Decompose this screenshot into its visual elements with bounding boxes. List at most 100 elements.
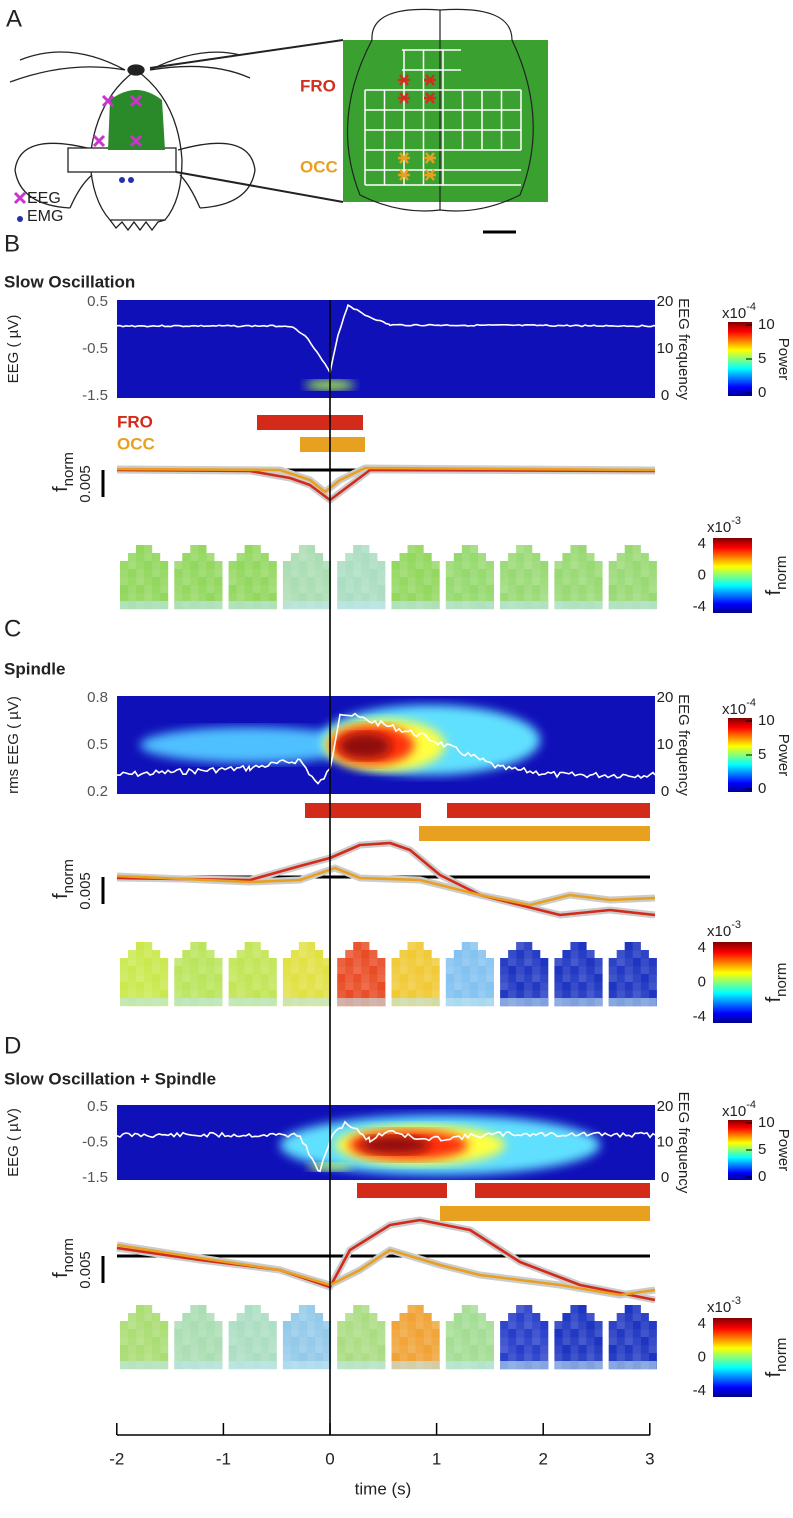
fnorm-sub: norm — [773, 963, 790, 997]
map-cell — [648, 990, 657, 999]
map-cell — [152, 1313, 161, 1322]
map-cell — [500, 1353, 509, 1362]
activity-map — [554, 545, 603, 610]
map-cell — [144, 1345, 153, 1354]
fnorm-base: f — [50, 1272, 72, 1278]
activity-map — [391, 545, 440, 610]
map-cell — [252, 958, 261, 967]
map-cell — [337, 585, 346, 594]
map-cell — [282, 1321, 292, 1330]
map-cell — [345, 1313, 354, 1322]
map-cell — [322, 982, 332, 991]
map-cell — [206, 982, 215, 991]
map-cell — [198, 593, 207, 602]
map-cell — [415, 942, 424, 951]
map-cell — [415, 990, 424, 999]
map-cell — [648, 974, 657, 983]
map-cell — [306, 974, 316, 983]
brain-image — [343, 40, 548, 202]
map-cell — [198, 1353, 207, 1362]
map-cell — [252, 593, 261, 602]
map-cell — [399, 1313, 408, 1322]
map-cell — [640, 1313, 649, 1322]
map-cell — [345, 593, 354, 602]
map-cell — [136, 1353, 145, 1362]
fnorm-sub: norm — [60, 452, 77, 486]
map-cell — [290, 1321, 300, 1330]
map-cell — [228, 1321, 237, 1330]
colorbar-scale: x10-3 — [707, 515, 741, 536]
map-cell — [461, 1353, 470, 1362]
map-cell — [648, 958, 657, 967]
map-cell — [244, 974, 253, 983]
map-cell — [144, 1321, 153, 1330]
map-cell — [298, 569, 308, 578]
map-cell — [314, 585, 324, 594]
map-cell — [322, 1329, 332, 1338]
map-cell — [399, 593, 408, 602]
map-cell — [214, 1353, 223, 1362]
map-cell — [594, 585, 603, 594]
map-cell — [353, 1313, 362, 1322]
map-cell — [431, 966, 440, 975]
map-cell — [540, 585, 549, 594]
map-cell — [190, 593, 199, 602]
map-cell — [361, 942, 370, 951]
fnorm-base: f — [763, 996, 785, 1002]
map-cell — [616, 950, 625, 959]
map-cell — [198, 553, 207, 562]
map-cell — [337, 577, 346, 586]
map-cell — [554, 1321, 563, 1330]
map-cell — [415, 593, 424, 602]
map-cell — [477, 950, 486, 959]
map-cell — [616, 577, 625, 586]
map-cell — [407, 958, 416, 967]
map-cell — [198, 569, 207, 578]
map-cell — [306, 982, 316, 991]
map-edge — [174, 1361, 223, 1369]
map-cell — [524, 1345, 533, 1354]
map-cell — [391, 593, 400, 602]
map-cell — [228, 569, 237, 578]
map-cell — [160, 585, 169, 594]
map-cell — [136, 1321, 145, 1330]
map-cell — [399, 1353, 408, 1362]
map-cell — [608, 1329, 617, 1338]
map-cell — [306, 1353, 316, 1362]
map-cell — [570, 561, 579, 570]
map-cell — [260, 553, 269, 562]
map-cell — [260, 1345, 269, 1354]
activity-map — [608, 545, 657, 610]
map-cell — [461, 1329, 470, 1338]
map-cell — [562, 1313, 571, 1322]
map-cell — [353, 982, 362, 991]
imaging-grid — [364, 49, 522, 186]
map-cell — [423, 1353, 432, 1362]
map-cell — [632, 1329, 641, 1338]
map-cell — [369, 593, 378, 602]
map-cell — [616, 585, 625, 594]
map-cell — [578, 593, 587, 602]
map-cell — [461, 1305, 470, 1314]
map-cell — [453, 577, 462, 586]
map-cell — [640, 553, 649, 562]
map-cell — [423, 569, 432, 578]
map-cell — [377, 1345, 386, 1354]
map-cell — [174, 958, 183, 967]
eeg-tick-label: -1.5 — [82, 1169, 108, 1186]
map-cell — [206, 593, 215, 602]
map-cell — [554, 577, 563, 586]
map-cell — [423, 950, 432, 959]
map-cell — [260, 577, 269, 586]
map-cell — [252, 942, 261, 951]
map-cell — [640, 1345, 649, 1354]
map-cell — [236, 569, 245, 578]
map-cell — [228, 974, 237, 983]
map-cell — [586, 1313, 595, 1322]
map-cell — [640, 593, 649, 602]
map-cell — [632, 553, 641, 562]
panel-title: Slow Oscillation + Spindle — [4, 1069, 216, 1088]
map-cell — [648, 966, 657, 975]
scale-exponent: -4 — [746, 301, 756, 313]
map-cell — [353, 1329, 362, 1338]
